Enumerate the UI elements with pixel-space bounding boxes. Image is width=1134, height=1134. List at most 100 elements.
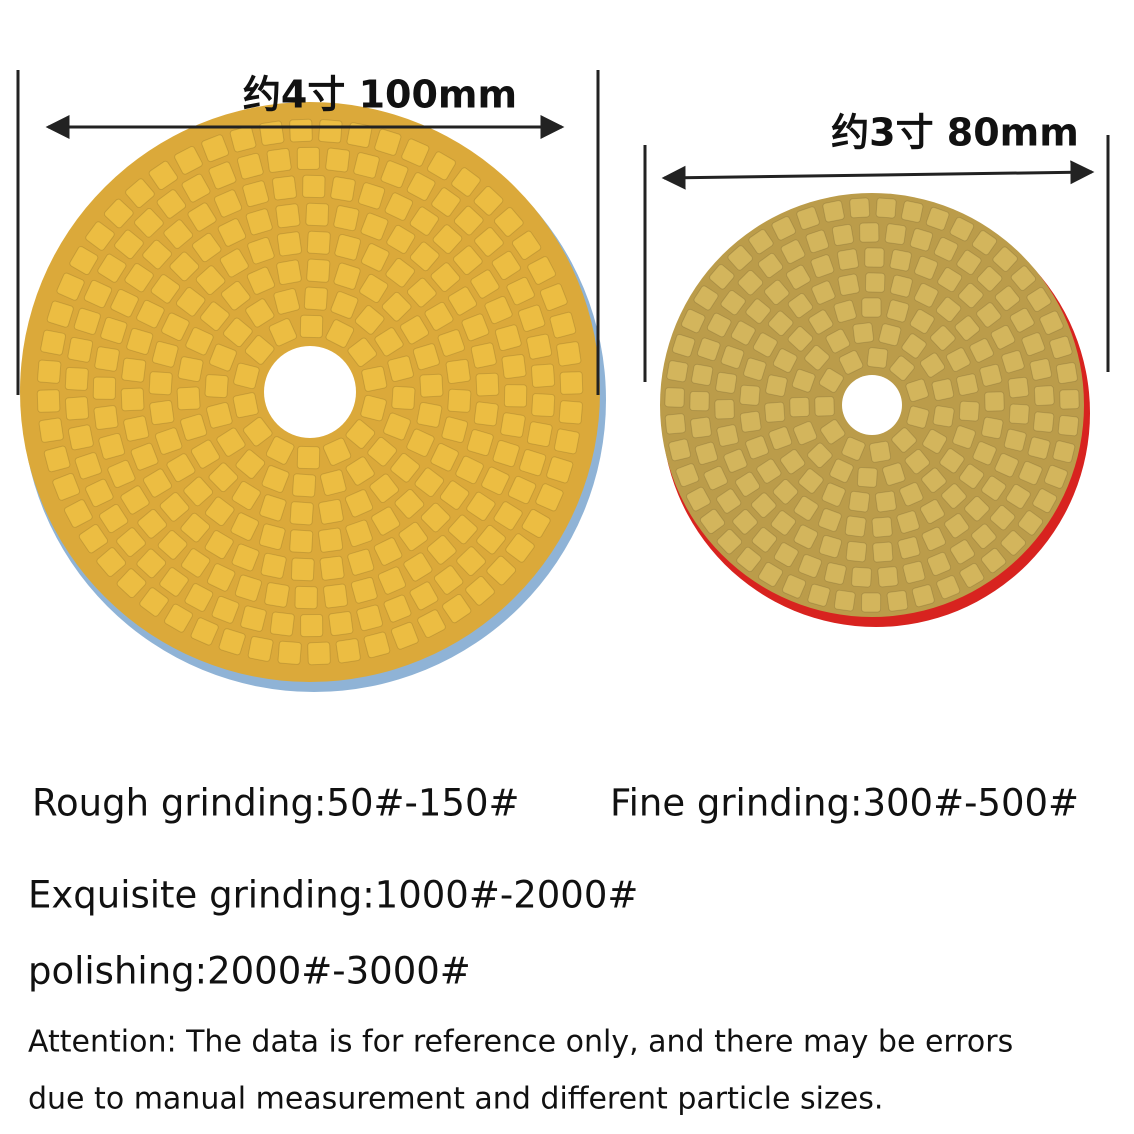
pad-segment bbox=[709, 264, 735, 290]
pad-segment bbox=[833, 299, 857, 323]
pad-segment bbox=[400, 315, 430, 345]
pad-segment bbox=[214, 189, 243, 218]
pad-segment bbox=[206, 402, 233, 429]
pad-segment bbox=[889, 355, 915, 381]
pad-segment bbox=[787, 326, 814, 352]
pad-segment bbox=[455, 455, 484, 485]
pad-segment bbox=[218, 628, 246, 656]
pad-segment bbox=[890, 274, 913, 298]
pad-segment bbox=[818, 534, 843, 559]
pad-segment bbox=[110, 288, 139, 318]
pad-segment bbox=[143, 468, 172, 498]
pad-segment bbox=[169, 251, 200, 282]
pad-segment bbox=[391, 385, 416, 410]
pad-segment bbox=[751, 492, 777, 518]
pad-segment bbox=[149, 400, 175, 426]
pad-segment bbox=[904, 448, 930, 475]
pad-segment bbox=[906, 405, 930, 429]
pad-segment bbox=[232, 392, 259, 419]
pad-segment bbox=[64, 396, 90, 421]
pad-segment bbox=[345, 519, 373, 548]
pad-segment bbox=[64, 367, 89, 391]
pad-segment bbox=[292, 473, 317, 498]
pad-segment bbox=[156, 189, 187, 219]
pad-segment bbox=[130, 442, 159, 471]
pad-segment bbox=[148, 371, 173, 396]
pad-segment bbox=[526, 421, 553, 447]
pad-segment bbox=[371, 506, 401, 536]
pad-segment bbox=[356, 604, 383, 632]
pad-segment bbox=[507, 475, 537, 505]
pad-segment bbox=[390, 452, 420, 483]
pad-segment bbox=[869, 440, 892, 463]
pad-segment bbox=[861, 297, 882, 318]
pad-segment bbox=[221, 280, 251, 311]
pad-segment bbox=[473, 185, 504, 216]
pad-segment bbox=[83, 279, 113, 309]
pad-segment bbox=[453, 245, 483, 276]
pad-segment bbox=[164, 603, 193, 633]
pad-segment bbox=[981, 547, 1007, 574]
pad-segment bbox=[174, 146, 203, 175]
pad-segment bbox=[958, 282, 984, 309]
pad-segment bbox=[824, 562, 847, 585]
pad-segment bbox=[157, 530, 188, 560]
pad-segment bbox=[969, 338, 994, 363]
pad-segment bbox=[183, 476, 214, 507]
pad-segment bbox=[920, 499, 945, 524]
pad-segment bbox=[831, 223, 854, 246]
pad-segment bbox=[466, 429, 494, 457]
pad-segment bbox=[456, 546, 486, 576]
pad-segment bbox=[822, 200, 845, 223]
pad-segment bbox=[481, 466, 510, 496]
pad-segment bbox=[554, 428, 580, 455]
pad-segment bbox=[180, 413, 208, 441]
pad-segment bbox=[416, 401, 443, 428]
pad-segment bbox=[739, 410, 762, 433]
pad-segment bbox=[323, 437, 352, 466]
pad-segment bbox=[290, 557, 315, 582]
pad-segment bbox=[377, 566, 406, 595]
pad-segment bbox=[318, 119, 343, 144]
pad-segment bbox=[401, 138, 430, 167]
pad-segment bbox=[350, 576, 378, 604]
pad-segment bbox=[771, 216, 796, 241]
pad-segment bbox=[245, 208, 273, 236]
pad-segment bbox=[1049, 335, 1073, 359]
pad-segment bbox=[798, 468, 824, 494]
pad-segment bbox=[559, 371, 584, 395]
pad-segment bbox=[818, 368, 844, 393]
pad-segment bbox=[447, 388, 472, 413]
pad-segment bbox=[67, 424, 94, 451]
pad-segment bbox=[976, 266, 1003, 292]
pad-segment bbox=[97, 253, 127, 283]
pad-segment bbox=[848, 490, 871, 513]
pad-segment bbox=[796, 206, 820, 230]
pad-segment bbox=[247, 236, 275, 265]
pad-segment bbox=[387, 355, 414, 382]
pad-segment bbox=[38, 417, 64, 443]
pad-segment bbox=[727, 245, 753, 271]
pad-segment bbox=[889, 249, 912, 272]
pad-segment bbox=[1021, 332, 1046, 356]
pad-segment bbox=[247, 636, 274, 662]
pad-segment bbox=[159, 492, 190, 522]
pad-segment bbox=[306, 258, 331, 283]
pad-segment bbox=[941, 483, 967, 509]
dimension-label: 约4寸 100mm bbox=[243, 73, 517, 117]
pad-segment bbox=[318, 499, 344, 525]
pad-segment bbox=[56, 272, 85, 301]
pad-segment bbox=[414, 467, 445, 497]
pad-segment bbox=[694, 441, 718, 465]
pad-segment bbox=[426, 535, 457, 565]
pad-segment bbox=[1033, 385, 1055, 406]
pad-segment bbox=[307, 641, 331, 666]
pad-segment bbox=[971, 523, 997, 549]
pad-segment bbox=[486, 555, 517, 586]
pad-segment bbox=[1044, 464, 1068, 489]
pad-segment bbox=[424, 301, 454, 331]
pad-segment bbox=[791, 368, 816, 393]
pad-segment bbox=[323, 583, 348, 609]
pad-segment bbox=[386, 224, 416, 254]
pad-segment bbox=[116, 568, 147, 599]
